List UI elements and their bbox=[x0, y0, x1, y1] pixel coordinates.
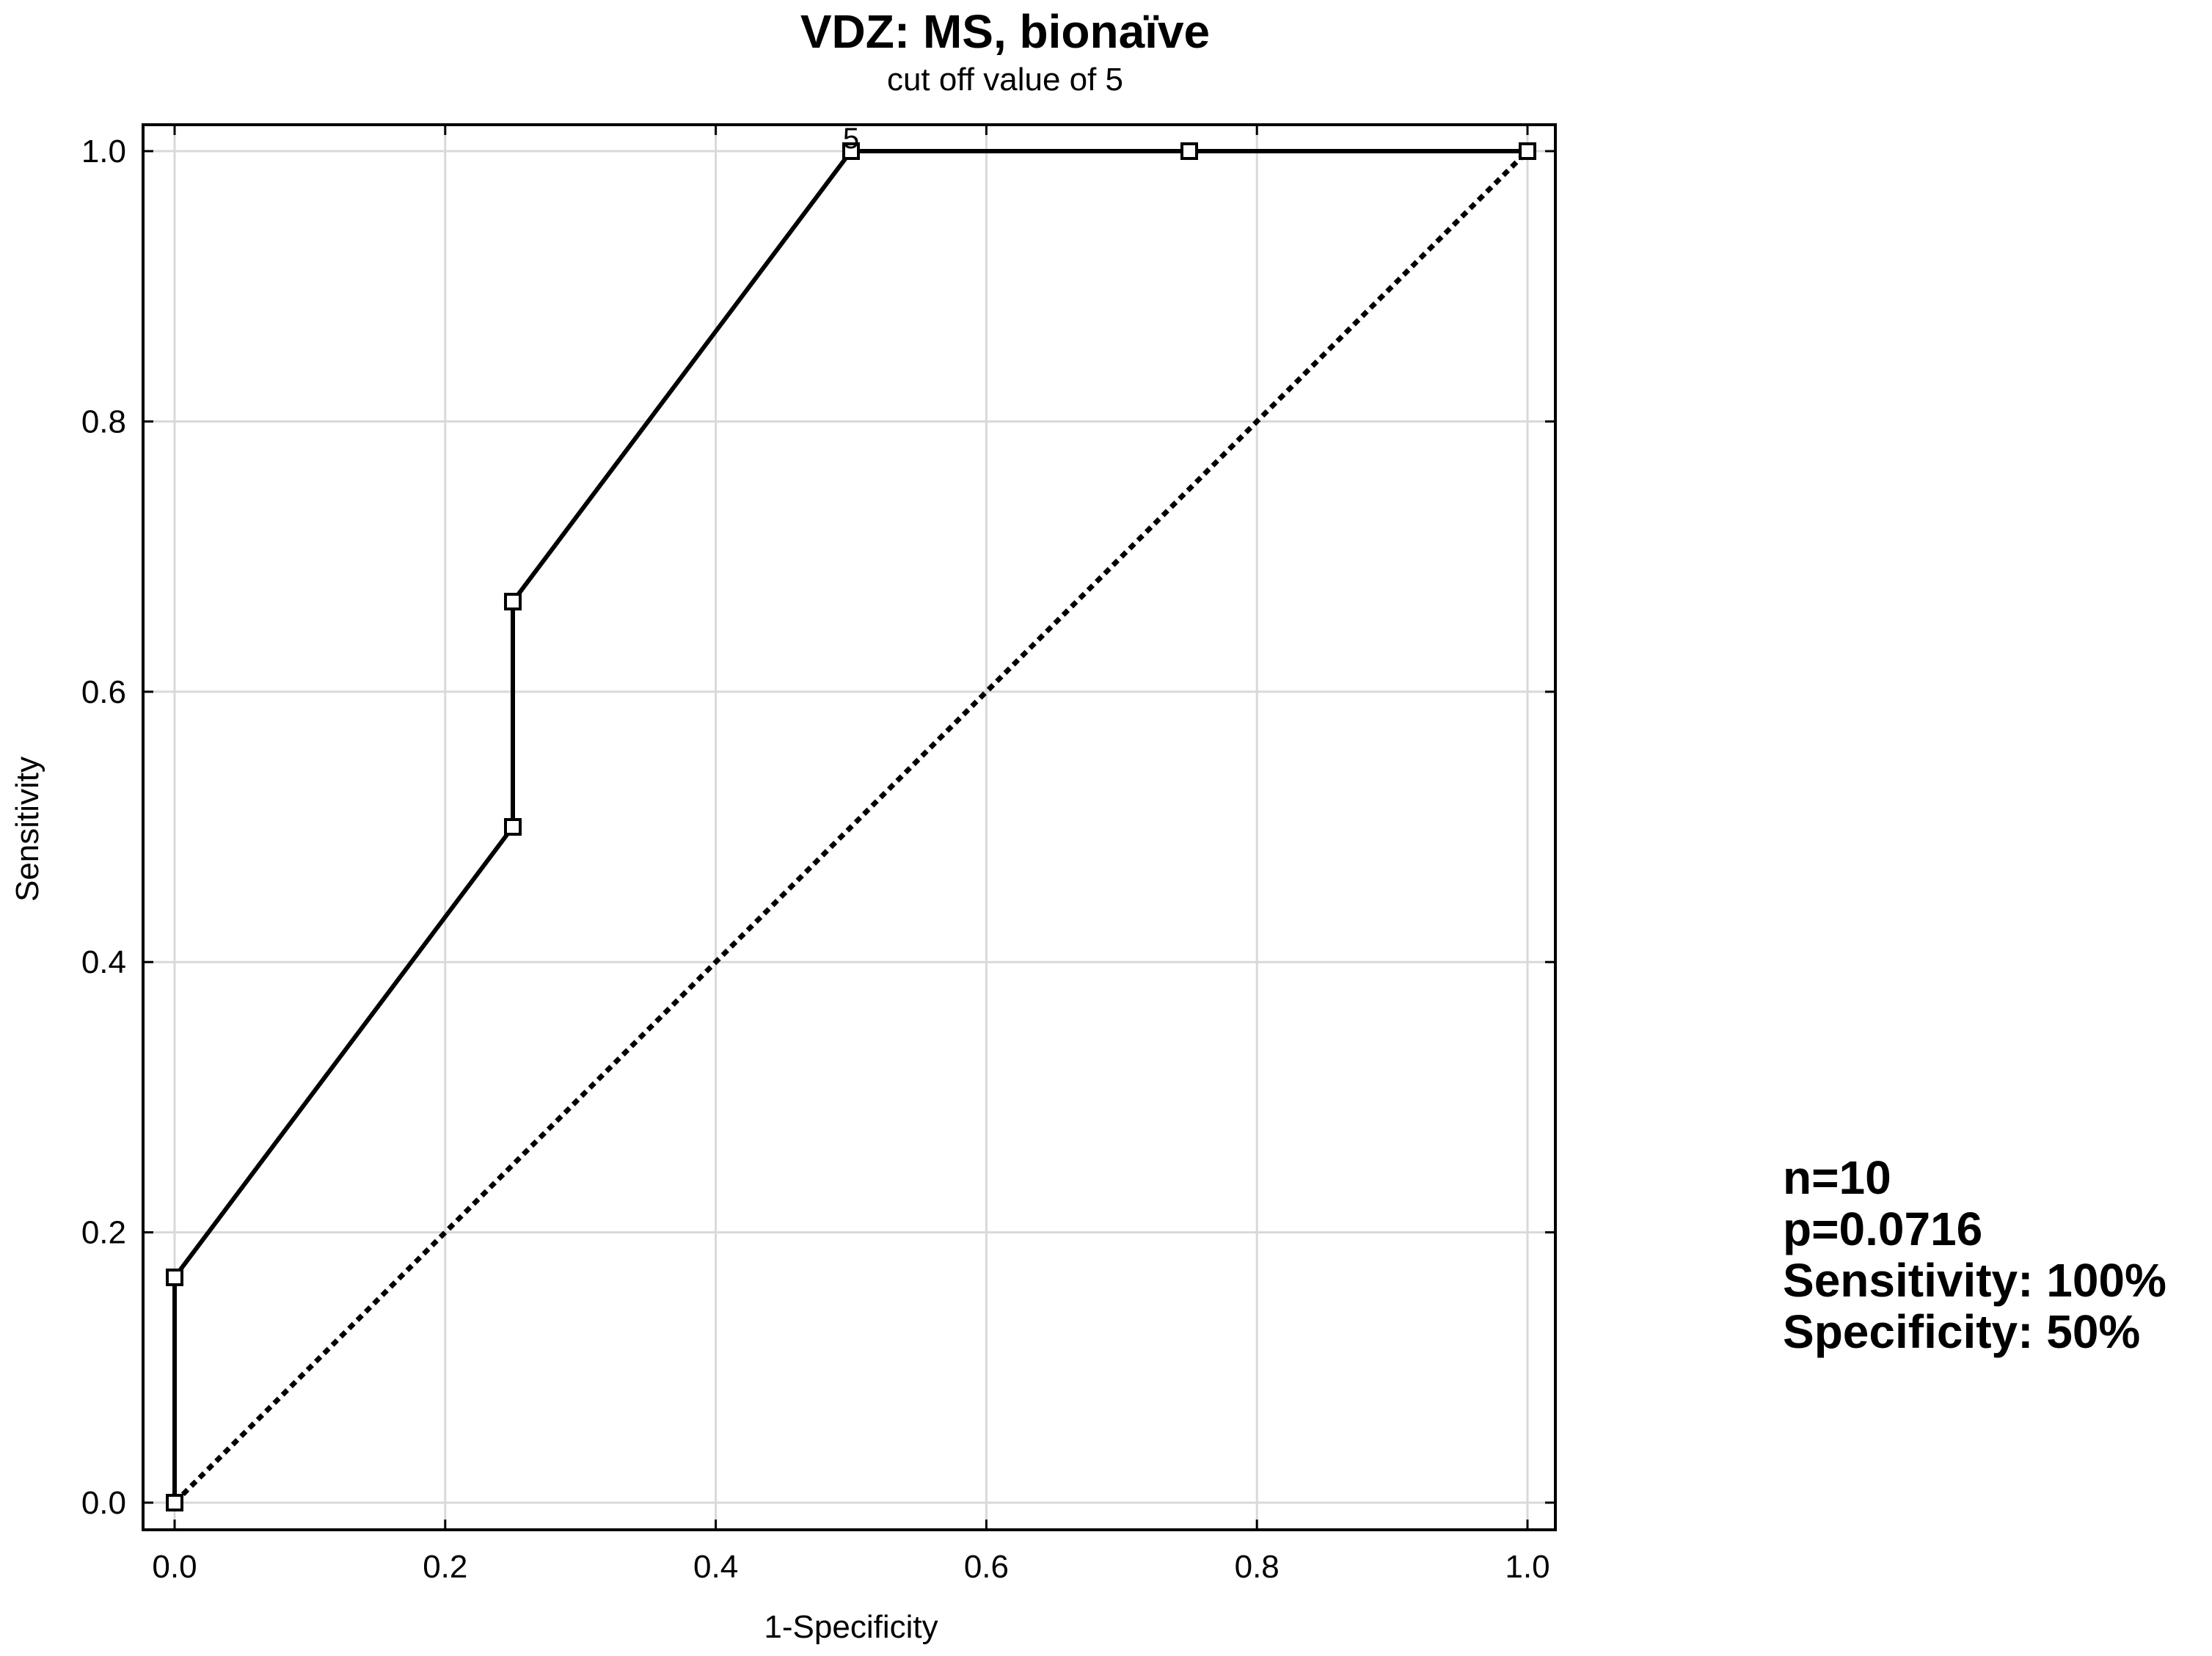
x-tick-label: 0.8 bbox=[1235, 1549, 1280, 1585]
annotation-label: 5 bbox=[843, 123, 859, 155]
x-tick-label: 0.6 bbox=[964, 1549, 1009, 1585]
x-tick-label: 1.0 bbox=[1505, 1549, 1550, 1585]
reference-diagonal-line bbox=[172, 149, 1530, 1505]
roc-point-marker bbox=[1519, 142, 1536, 160]
stat-specificity: Specificity: 50% bbox=[1783, 1305, 2141, 1358]
y-tick-label: 0.0 bbox=[81, 1485, 126, 1521]
stats-panel: n=10 p=0.0716 Sensitivity: 100% Specific… bbox=[1783, 1152, 2167, 1357]
roc-point-marker bbox=[1180, 142, 1198, 160]
axes: 0.0 0.2 0.4 0.6 0.8 1.0 0.0 0.2 0.4 0.6 0.8 1.0 bbox=[81, 125, 1555, 1585]
roc-point-marker bbox=[504, 818, 522, 836]
grid bbox=[143, 125, 1555, 1530]
roc-markers bbox=[166, 142, 1536, 1511]
y-tick-label: 0.8 bbox=[81, 404, 126, 439]
roc-point-marker bbox=[166, 1268, 183, 1286]
y-tick-label: 0.4 bbox=[81, 944, 126, 980]
y-tick-label: 0.6 bbox=[81, 674, 126, 710]
chart-subtitle: cut off value of 5 bbox=[887, 62, 1123, 98]
y-tick-label: 0.2 bbox=[81, 1215, 126, 1251]
stat-n: n=10 bbox=[1783, 1151, 1891, 1204]
x-tick-label: 0.4 bbox=[693, 1549, 738, 1585]
reference-line bbox=[172, 149, 1530, 1505]
y-axis-label: Sensitivity bbox=[10, 756, 45, 902]
plot-frame bbox=[142, 123, 1557, 1531]
roc-point-marker bbox=[166, 1494, 183, 1511]
roc-point-marker bbox=[842, 142, 860, 160]
roc-point-marker bbox=[504, 592, 522, 610]
y-tick-label: 1.0 bbox=[81, 134, 126, 169]
x-tick-label: 0.0 bbox=[152, 1549, 197, 1585]
x-tick-label: 0.2 bbox=[423, 1549, 467, 1585]
stat-p-value: p=0.0716 bbox=[1783, 1203, 1983, 1255]
stat-sensitivity: Sensitivity: 100% bbox=[1783, 1254, 2167, 1307]
x-axis-label: 1-Specificity bbox=[764, 1609, 938, 1645]
chart-title: VDZ: MS, bionaïve bbox=[800, 5, 1210, 58]
